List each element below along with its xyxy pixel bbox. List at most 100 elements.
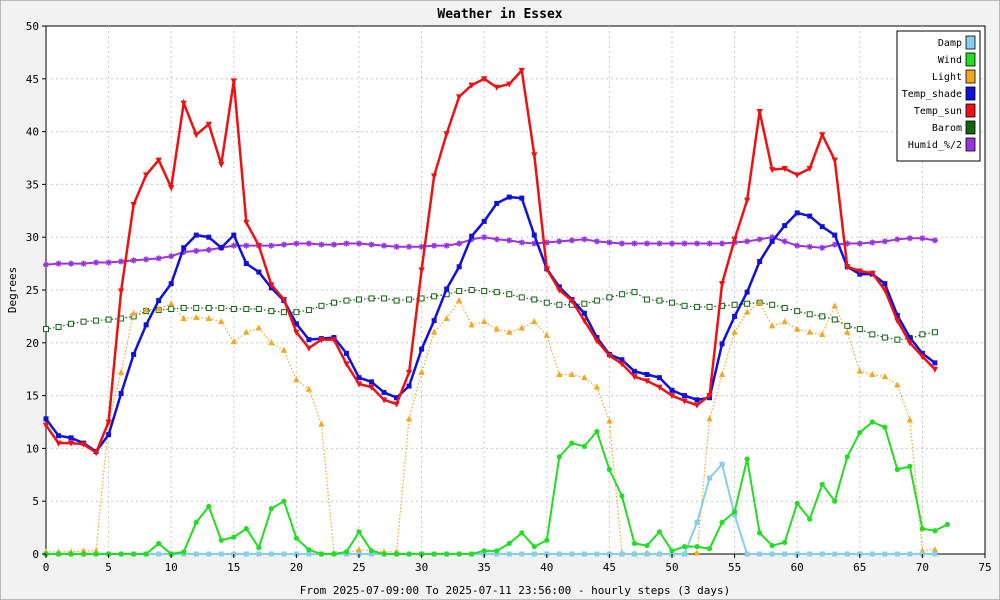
temp-shade-point <box>644 371 650 377</box>
wind-point <box>644 542 650 549</box>
temp-sun-point <box>806 166 813 173</box>
x-tick-label: 15 <box>227 561 240 574</box>
light-point <box>355 546 363 553</box>
temp-sun-point <box>130 201 137 208</box>
humid-2-point <box>719 240 726 247</box>
temp-shade-point <box>631 368 637 374</box>
damp-point <box>619 551 625 557</box>
wind-point <box>757 530 763 536</box>
barom-point <box>681 302 688 309</box>
barom-point <box>80 318 87 325</box>
humid-2-point <box>581 236 588 243</box>
temp-shade-point <box>444 286 450 292</box>
damp-point <box>719 461 725 467</box>
wind-point <box>519 530 525 536</box>
barom-point <box>243 306 250 313</box>
light-point <box>756 299 763 306</box>
temp-sun-point <box>430 173 438 180</box>
x-tick-label: 10 <box>165 561 178 574</box>
light-point <box>718 370 726 377</box>
damp-point <box>894 551 900 557</box>
light-point <box>193 313 200 320</box>
temp-sun-point <box>831 157 838 164</box>
light-point <box>606 417 613 424</box>
light-point <box>318 420 325 427</box>
wind-point <box>694 544 700 550</box>
light-point <box>531 318 538 325</box>
damp-point <box>556 551 562 557</box>
temp-shade-point <box>782 223 788 229</box>
damp-point <box>256 551 262 557</box>
wind-point <box>293 535 299 541</box>
humid-2-point <box>68 260 75 267</box>
light-point <box>743 308 751 315</box>
barom-point <box>268 308 275 315</box>
temp-shade-point <box>882 281 888 287</box>
temp-sun-point <box>856 268 863 275</box>
temp-sun-point <box>819 132 826 139</box>
light-point <box>781 318 788 325</box>
humid-2-point <box>280 241 287 248</box>
barom-point <box>168 306 175 313</box>
damp-point <box>594 551 600 557</box>
y-tick-label: 50 <box>26 20 39 33</box>
wind-point <box>93 551 99 557</box>
temp-sun-point <box>894 318 901 325</box>
temp-shade-point <box>556 284 562 290</box>
barom-point <box>280 309 287 316</box>
legend: Damp Wind Light Temp_shade Temp_sun Barom Humi… <box>896 30 981 162</box>
temp-sun-point <box>919 354 926 361</box>
x-tick-label: 25 <box>352 561 365 574</box>
barom-point <box>418 295 425 302</box>
wind-point <box>406 551 412 557</box>
barom-point <box>844 322 851 329</box>
humid-2-point <box>869 239 876 246</box>
humid-2-point <box>168 253 175 260</box>
barom-point <box>669 299 675 306</box>
light-point <box>405 415 413 422</box>
temp-sun-point <box>393 401 400 408</box>
light-point <box>894 381 901 388</box>
temp-shade-point <box>168 281 174 287</box>
humid-2-point <box>643 240 650 247</box>
temp-sun-point <box>931 366 939 373</box>
legend-swatch-light <box>965 69 976 84</box>
light-point <box>443 315 450 322</box>
barom-point <box>806 311 813 318</box>
wind-point <box>456 551 462 557</box>
humid-2-point <box>43 261 49 268</box>
wind-point <box>894 466 900 473</box>
wind-point <box>55 551 62 557</box>
humid-2-point <box>568 237 575 244</box>
temp-sun-point <box>443 131 450 138</box>
humid-2-point <box>518 239 525 246</box>
humid-2-point <box>243 242 250 249</box>
wind-point <box>444 551 450 557</box>
temp-sun-point <box>55 440 62 447</box>
damp-point <box>506 551 512 557</box>
humid-2-point <box>230 242 237 249</box>
barom-point <box>531 296 538 303</box>
temp-shade-point <box>406 383 412 389</box>
humid-2-point <box>356 240 362 247</box>
light-point <box>506 328 513 335</box>
temp-shade-point <box>43 416 49 422</box>
y-tick-label: 40 <box>26 126 39 139</box>
barom-point <box>456 288 463 295</box>
damp-point <box>844 551 850 557</box>
temp-shade-point <box>894 312 900 318</box>
wind-point <box>143 551 149 557</box>
temp-shade-point <box>256 269 262 275</box>
damp-point <box>193 551 199 557</box>
temp-sun-point <box>518 67 525 74</box>
light-point <box>142 306 150 313</box>
humid-2-point <box>368 241 375 248</box>
legend-label-temp-shade: Temp_shade <box>902 89 962 100</box>
humid-2-point <box>493 236 500 243</box>
wind-point <box>268 505 274 512</box>
wind-point <box>882 424 888 430</box>
humid-2-point <box>330 241 337 248</box>
barom-point <box>506 291 513 298</box>
barom-point <box>869 331 876 338</box>
barom-point <box>643 296 650 303</box>
